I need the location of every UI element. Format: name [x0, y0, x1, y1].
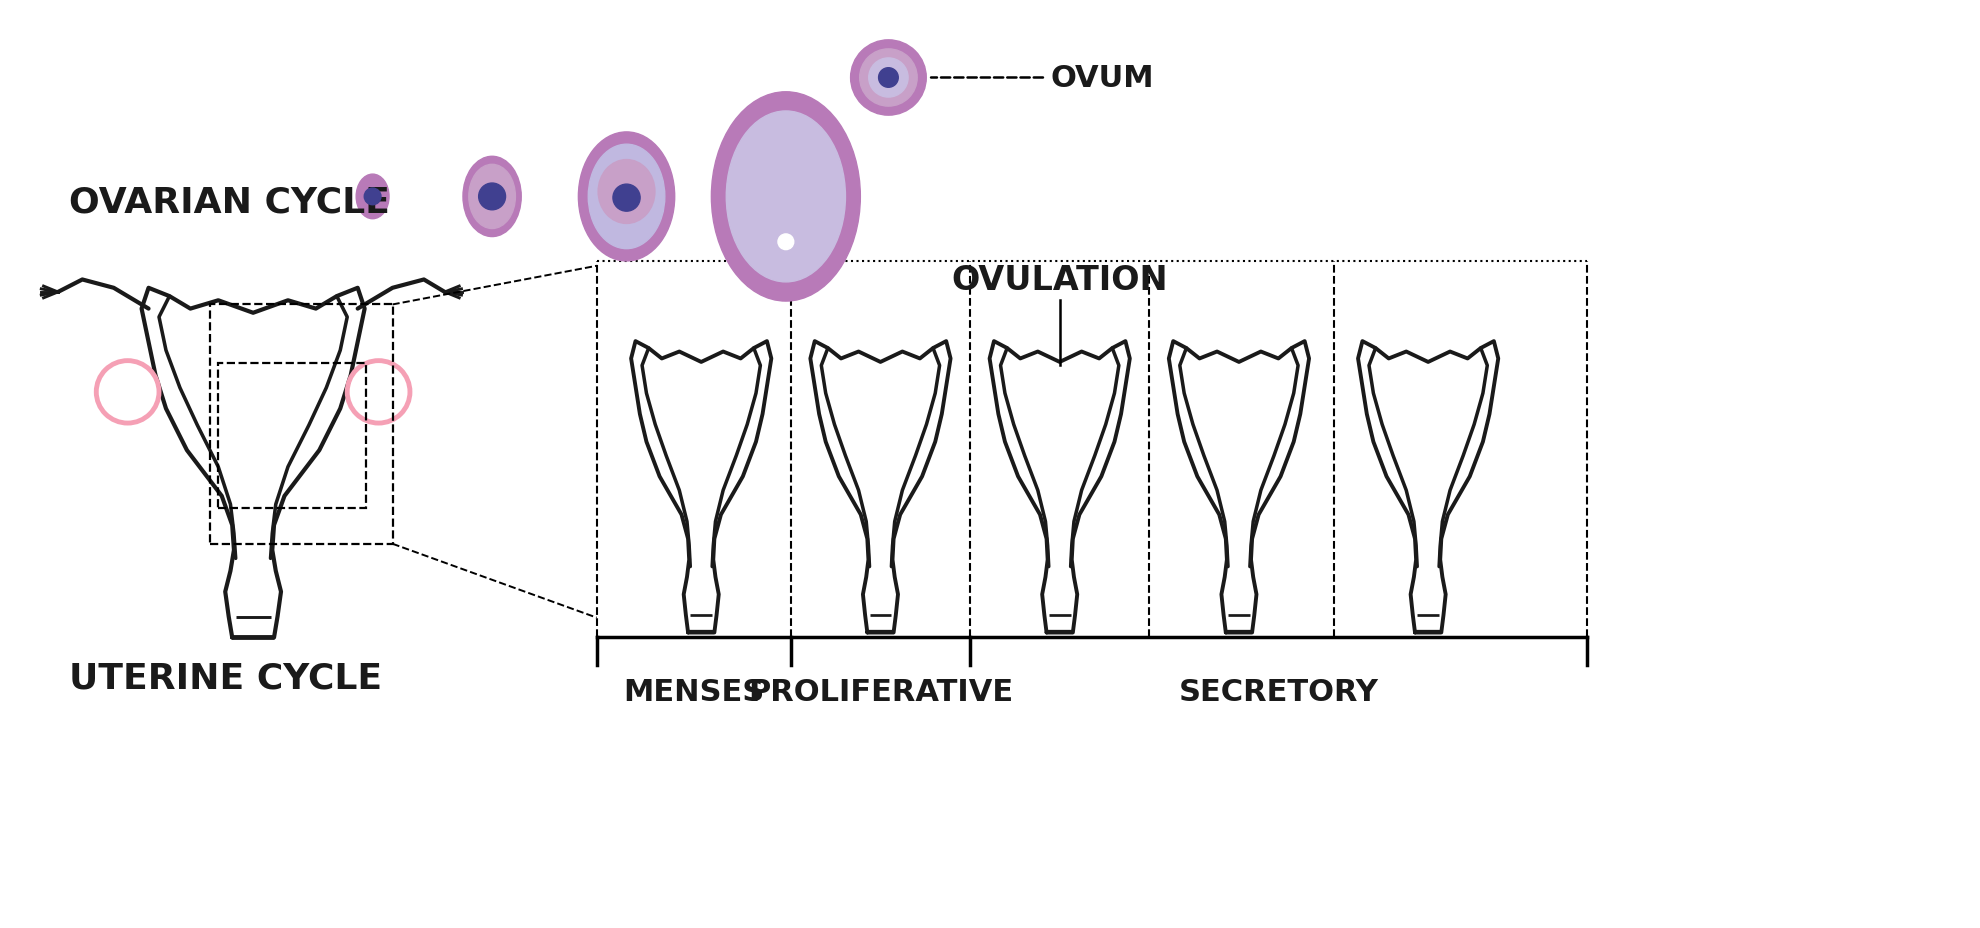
Polygon shape — [695, 491, 707, 535]
Polygon shape — [1190, 383, 1287, 515]
Polygon shape — [1168, 342, 1309, 633]
Polygon shape — [653, 383, 748, 515]
Polygon shape — [1012, 383, 1109, 515]
Ellipse shape — [463, 157, 521, 238]
Polygon shape — [810, 342, 950, 633]
Circle shape — [851, 41, 927, 116]
Circle shape — [695, 578, 707, 590]
Circle shape — [879, 69, 899, 88]
Ellipse shape — [356, 175, 388, 220]
Ellipse shape — [588, 145, 665, 250]
Ellipse shape — [727, 112, 845, 283]
Text: MENSES: MENSES — [624, 677, 764, 706]
Ellipse shape — [598, 161, 655, 225]
Polygon shape — [1380, 383, 1477, 515]
Circle shape — [479, 184, 505, 211]
Text: PROLIFERATIVE: PROLIFERATIVE — [748, 677, 1014, 706]
Bar — [218, 364, 366, 509]
Bar — [210, 305, 392, 544]
Ellipse shape — [778, 235, 794, 251]
Circle shape — [869, 58, 909, 98]
Circle shape — [859, 50, 917, 107]
Polygon shape — [1358, 342, 1499, 633]
Text: OVULATION: OVULATION — [952, 264, 1168, 296]
Polygon shape — [632, 342, 772, 633]
Ellipse shape — [578, 133, 675, 262]
Polygon shape — [990, 342, 1131, 633]
Text: OVUM: OVUM — [1051, 64, 1154, 93]
Text: SECRETORY: SECRETORY — [1178, 677, 1378, 706]
Polygon shape — [143, 289, 364, 638]
Circle shape — [614, 185, 640, 212]
Polygon shape — [832, 383, 929, 515]
Circle shape — [364, 189, 380, 205]
Text: UTERINE CYCLE: UTERINE CYCLE — [69, 661, 382, 694]
Ellipse shape — [711, 93, 861, 302]
Text: OVARIAN CYCLE: OVARIAN CYCLE — [69, 186, 390, 219]
Ellipse shape — [469, 165, 515, 229]
